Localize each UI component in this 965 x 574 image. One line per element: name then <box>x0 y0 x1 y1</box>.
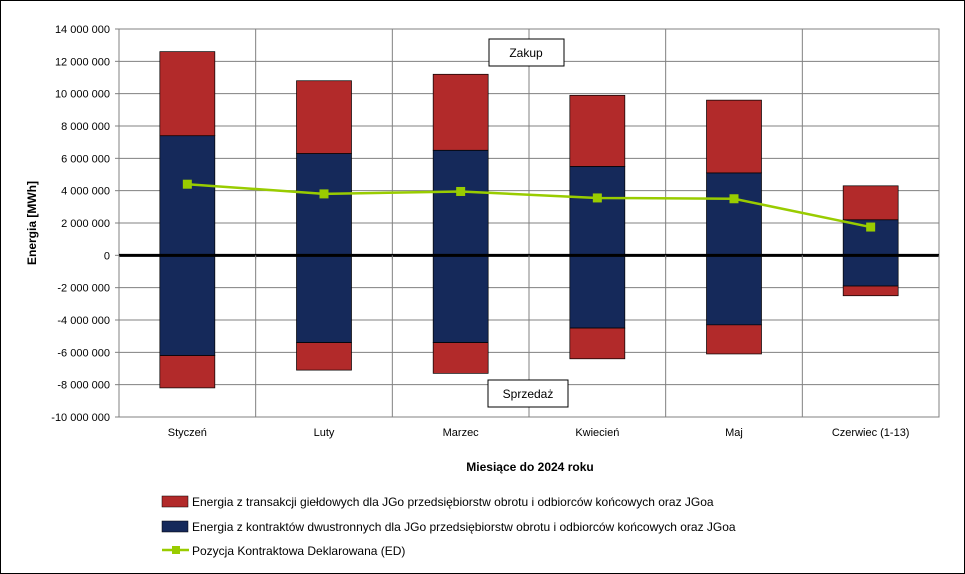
legend-swatch-exchange <box>161 495 189 508</box>
grid-lines <box>119 28 939 418</box>
y-tick-label: -8 000 000 <box>57 380 110 392</box>
legend-label-bilateral: Energia z kontraktów dwustronnych dla JG… <box>192 520 736 534</box>
y-tick-label: 12 000 000 <box>55 56 110 68</box>
bars <box>159 51 899 389</box>
bar-bilateral-sale <box>706 254 762 326</box>
bar-exchange-sale <box>842 285 899 297</box>
bar-bilateral-purchase <box>569 166 626 256</box>
ed-marker <box>182 179 192 189</box>
y-tick-label: 0 <box>104 250 110 262</box>
ed-marker <box>866 222 876 232</box>
ed-line <box>187 182 871 229</box>
y-tick-label: 8 000 000 <box>61 121 110 133</box>
bar-exchange-purchase <box>569 94 626 167</box>
bar-bilateral-purchase <box>296 153 352 256</box>
bar-exchange-purchase <box>296 80 352 154</box>
bar-exchange-sale <box>432 342 489 374</box>
y-tick-label: -2 000 000 <box>57 283 110 295</box>
sale-note-box <box>487 379 569 408</box>
bar-bilateral-sale <box>569 254 626 329</box>
legend-label-exchange: Energia z transakcji giełdowych dla JGo … <box>192 495 714 509</box>
bar-exchange-sale <box>159 355 216 389</box>
bar-exchange-purchase <box>159 51 216 137</box>
bar-bilateral-sale <box>842 254 899 287</box>
legend-marker-ed <box>172 546 180 554</box>
ed-marker <box>456 186 466 196</box>
bar-bilateral-sale <box>432 254 489 343</box>
x-tick-label: Maj <box>725 427 743 439</box>
legend: Energia z transakcji giełdowych dla JGo … <box>161 495 736 558</box>
bar-exchange-sale <box>296 342 352 371</box>
ed-marker <box>592 193 602 203</box>
x-tick-label: Czerwiec (1-13) <box>832 427 910 439</box>
bar-bilateral-sale <box>159 254 216 356</box>
ed-marker <box>729 194 739 204</box>
bar-exchange-purchase <box>706 99 762 174</box>
purchase-note-box <box>488 38 565 67</box>
bar-bilateral-purchase <box>432 149 489 256</box>
x-tick-label: Marzec <box>443 427 480 439</box>
bar-exchange-purchase <box>432 73 489 151</box>
y-tick-label: 4 000 000 <box>61 186 110 198</box>
ed-marker <box>319 189 329 199</box>
y-tick-label: -6 000 000 <box>57 347 110 359</box>
bar-exchange-sale <box>569 327 626 360</box>
y-tick-label: 2 000 000 <box>61 218 110 230</box>
x-tick-label: Luty <box>314 427 335 439</box>
bar-bilateral-purchase <box>706 172 762 256</box>
legend-swatch-bilateral <box>161 520 189 533</box>
x-tick-label: Kwiecień <box>575 427 619 439</box>
bar-bilateral-purchase <box>159 135 216 256</box>
y-tick-label: 14 000 000 <box>55 24 110 36</box>
bar-exchange-purchase <box>842 185 899 221</box>
sale-note: Sprzedaż <box>503 387 554 401</box>
legend-label-ed: Pozycja Kontraktowa Deklarowana (ED) <box>192 544 405 558</box>
x-tick-label: Styczeń <box>168 427 207 439</box>
y-tick-label: -4 000 000 <box>57 315 110 327</box>
y-tick-label: 6 000 000 <box>61 153 110 165</box>
x-axis-title: Miesiące do 2024 roku <box>466 460 593 474</box>
purchase-note: Zakup <box>509 46 543 60</box>
y-axis: 14 000 000 12 000 000 10 000 000 8 000 000 6… <box>51 24 119 424</box>
bar-exchange-sale <box>706 324 762 355</box>
x-axis: Styczeń Luty Marzec Kwiecień Maj Czerwiec (1-… <box>118 255 940 439</box>
y-tick-label: 10 000 000 <box>55 89 110 101</box>
y-axis-title: Energia [MWh] <box>25 181 39 265</box>
bar-bilateral-sale <box>296 254 352 343</box>
y-tick-label: -10 000 000 <box>51 412 110 424</box>
line-series <box>182 179 876 232</box>
